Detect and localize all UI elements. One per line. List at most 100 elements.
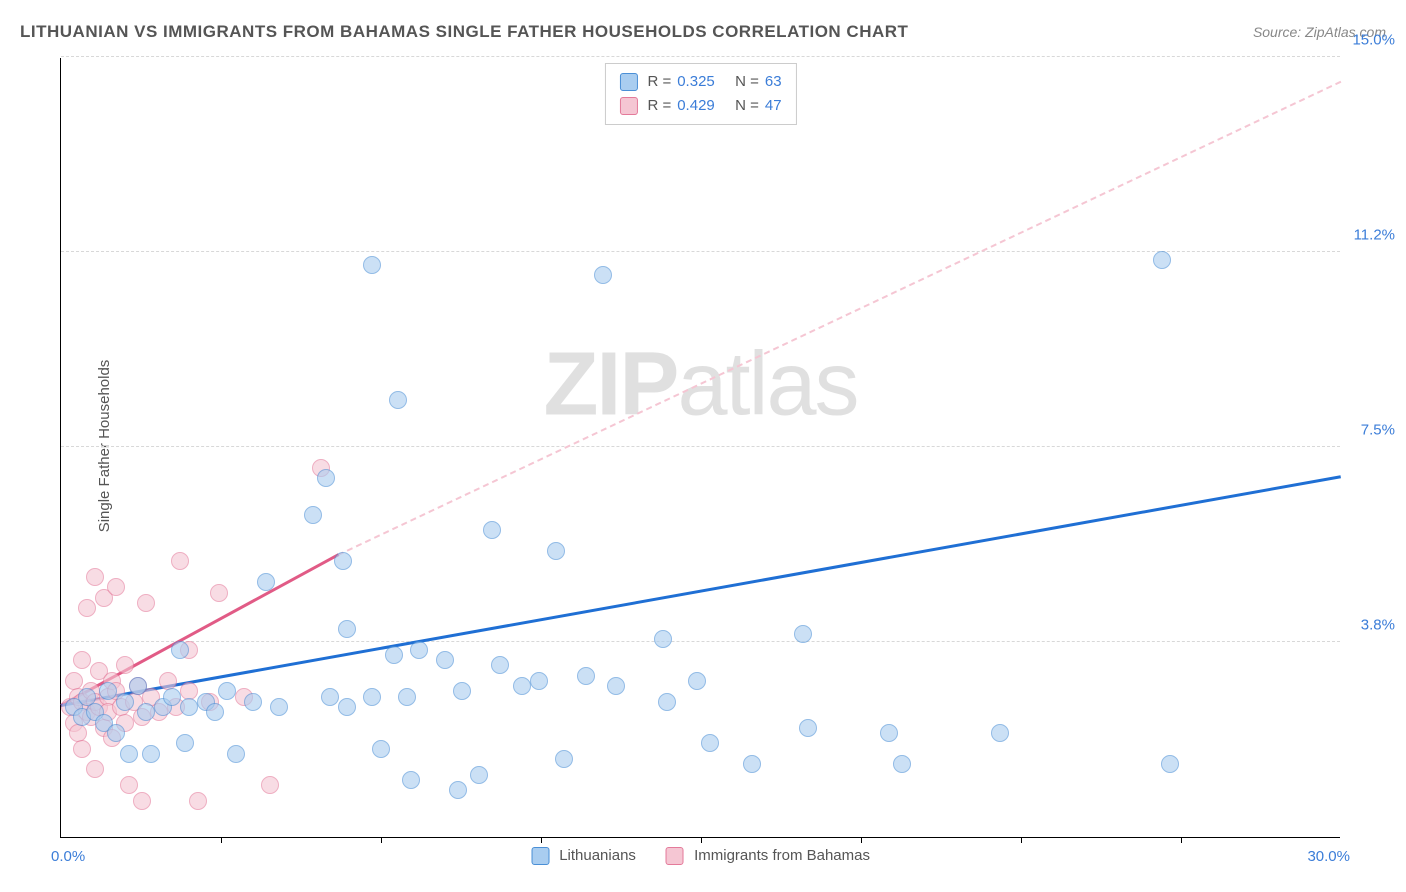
legend-row-b: R = 0.429 N = 47: [619, 94, 781, 118]
swatch-icon: [666, 847, 684, 865]
n-value-b: 47: [765, 94, 782, 118]
chart-title: LITHUANIAN VS IMMIGRANTS FROM BAHAMAS SI…: [20, 22, 908, 42]
scatter-point: [189, 792, 207, 810]
scatter-point: [470, 766, 488, 784]
scatter-point: [334, 552, 352, 570]
scatter-point: [799, 719, 817, 737]
scatter-plot-area: ZIPatlas R = 0.325 N = 63 R = 0.429 N = …: [60, 58, 1340, 838]
series-b-label: Immigrants from Bahamas: [694, 847, 870, 864]
scatter-point: [261, 776, 279, 794]
scatter-point: [78, 599, 96, 617]
scatter-point: [658, 693, 676, 711]
y-tick-label: 15.0%: [1352, 32, 1395, 49]
scatter-point: [99, 682, 117, 700]
scatter-point: [129, 677, 147, 695]
correlation-legend: R = 0.325 N = 63 R = 0.429 N = 47: [604, 63, 796, 125]
scatter-point: [116, 693, 134, 711]
scatter-point: [338, 620, 356, 638]
scatter-point: [120, 745, 138, 763]
x-axis-min-label: 0.0%: [51, 848, 85, 865]
scatter-point: [116, 656, 134, 674]
scatter-point: [893, 755, 911, 773]
scatter-point: [1161, 755, 1179, 773]
grid-line: [61, 641, 1340, 642]
r-value-a: 0.325: [677, 70, 715, 94]
x-tick: [701, 837, 702, 843]
n-value-a: 63: [765, 70, 782, 94]
scatter-point: [547, 542, 565, 560]
swatch-icon: [531, 847, 549, 865]
scatter-point: [410, 641, 428, 659]
y-tick-label: 3.8%: [1361, 617, 1395, 634]
scatter-point: [577, 667, 595, 685]
scatter-point: [453, 682, 471, 700]
scatter-point: [304, 506, 322, 524]
scatter-point: [880, 724, 898, 742]
scatter-point: [107, 578, 125, 596]
scatter-point: [743, 755, 761, 773]
scatter-point: [794, 625, 812, 643]
scatter-point: [163, 688, 181, 706]
x-tick: [221, 837, 222, 843]
scatter-point: [137, 594, 155, 612]
scatter-point: [120, 776, 138, 794]
scatter-point: [1153, 251, 1171, 269]
legend-row-a: R = 0.325 N = 63: [619, 70, 781, 94]
scatter-point: [270, 698, 288, 716]
scatter-point: [73, 740, 91, 758]
scatter-point: [530, 672, 548, 690]
scatter-point: [321, 688, 339, 706]
r-label: R =: [647, 70, 671, 94]
scatter-point: [436, 651, 454, 669]
n-label: N =: [735, 94, 759, 118]
scatter-point: [402, 771, 420, 789]
scatter-point: [206, 703, 224, 721]
r-label: R =: [647, 94, 671, 118]
series-legend: Lithuanians Immigrants from Bahamas: [531, 847, 870, 865]
scatter-point: [398, 688, 416, 706]
y-tick-label: 11.2%: [1354, 227, 1395, 244]
scatter-point: [688, 672, 706, 690]
legend-item-a: Lithuanians: [531, 847, 636, 865]
x-tick: [381, 837, 382, 843]
y-tick-label: 7.5%: [1361, 422, 1395, 439]
grid-line: [61, 446, 1340, 447]
scatter-point: [86, 568, 104, 586]
scatter-point: [654, 630, 672, 648]
x-tick: [541, 837, 542, 843]
r-value-b: 0.429: [677, 94, 715, 118]
scatter-point: [210, 584, 228, 602]
legend-item-b: Immigrants from Bahamas: [666, 847, 870, 865]
scatter-point: [483, 521, 501, 539]
scatter-point: [607, 677, 625, 695]
swatch-series-a: [619, 73, 637, 91]
scatter-point: [171, 641, 189, 659]
scatter-point: [218, 682, 236, 700]
grid-line: [61, 251, 1340, 252]
scatter-point: [389, 391, 407, 409]
scatter-point: [317, 469, 335, 487]
scatter-point: [180, 698, 198, 716]
scatter-point: [171, 552, 189, 570]
watermark-bold: ZIP: [543, 335, 677, 435]
series-a-label: Lithuanians: [559, 847, 636, 864]
scatter-point: [449, 781, 467, 799]
scatter-point: [491, 656, 509, 674]
watermark: ZIPatlas: [543, 334, 857, 437]
scatter-point: [176, 734, 194, 752]
scatter-point: [701, 734, 719, 752]
scatter-point: [133, 792, 151, 810]
x-tick: [861, 837, 862, 843]
grid-line: [61, 56, 1340, 57]
scatter-point: [385, 646, 403, 664]
scatter-point: [257, 573, 275, 591]
scatter-point: [107, 724, 125, 742]
scatter-point: [142, 745, 160, 763]
scatter-point: [227, 745, 245, 763]
trend-line: [338, 81, 1342, 556]
scatter-point: [555, 750, 573, 768]
scatter-point: [73, 651, 91, 669]
x-axis-max-label: 30.0%: [1307, 848, 1350, 865]
scatter-point: [86, 760, 104, 778]
scatter-point: [338, 698, 356, 716]
